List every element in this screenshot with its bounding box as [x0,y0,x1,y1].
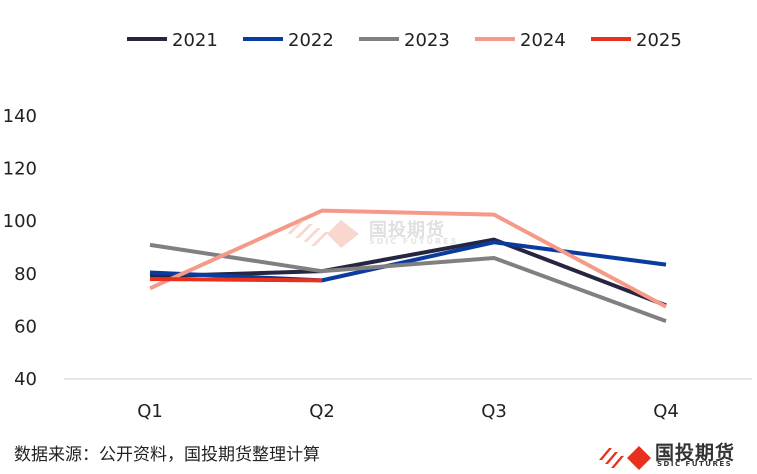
y-tick-label: 40 [14,369,37,390]
series-line-2024 [149,208,667,309]
x-tick-label: Q3 [481,401,507,422]
legend-label-2024: 2024 [520,30,566,51]
series-line-2021 [149,237,667,308]
x-axis: Q1 Q2 Q3 Q4 [137,401,679,422]
series-line-2022 [149,240,667,283]
legend-label-2021: 2021 [172,30,218,51]
y-tick-label: 120 [3,159,37,180]
y-tick-label: 80 [14,264,37,285]
source-note: 数据来源：公开资料，国投期货整理计算 [14,445,320,465]
brand-logo-text: 国投期货 [655,442,736,464]
y-tick-label: 60 [14,316,37,337]
watermark: 国投期货 SDIC FUTURES [283,212,503,252]
brand-logo-subtext: SDIC FUTURES [657,460,733,468]
legend-label-2023: 2023 [404,30,450,51]
series-layer [149,208,667,324]
brand-logo: 国投期货 SDIC FUTURES [597,440,757,470]
watermark-text: 国投期货 [369,220,445,241]
x-tick-label: Q2 [309,401,335,422]
watermark-subtext: SDIC FUTURES [369,237,459,246]
x-tick-label: Q4 [653,401,679,422]
legend: 2021 2022 2023 2024 2025 [127,30,682,51]
y-axis: 40 60 80 100 120 140 [3,106,37,390]
legend-label-2025: 2025 [636,30,682,51]
series-line-2025 [149,277,323,283]
watermark-logo-icon [287,220,359,248]
brand-logo-icon [599,446,651,470]
series-line-2023 [149,242,667,324]
legend-label-2022: 2022 [288,30,334,51]
x-tick-label: Q1 [137,401,163,422]
y-tick-label: 100 [3,211,37,232]
y-tick-label: 140 [3,106,37,127]
